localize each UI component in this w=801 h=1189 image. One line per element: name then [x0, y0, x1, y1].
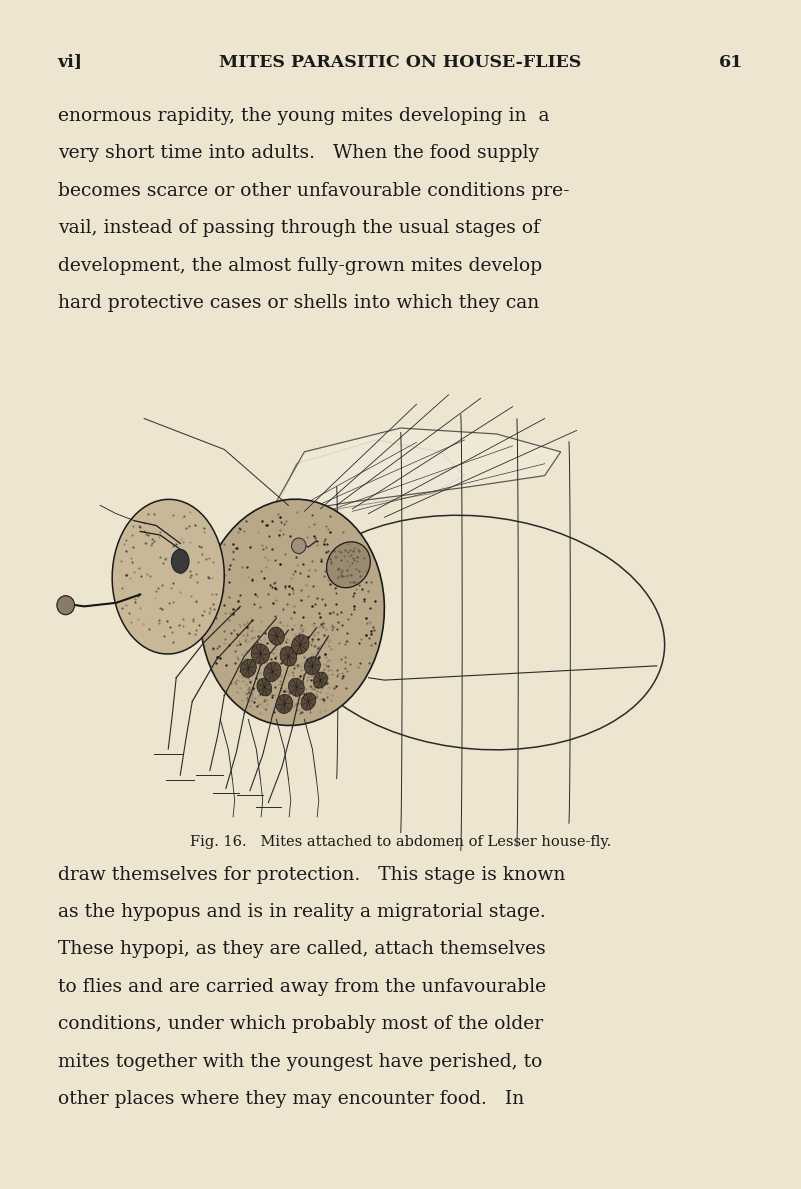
Text: enormous rapidity, the young mites developing in  a: enormous rapidity, the young mites devel…: [58, 107, 549, 125]
Polygon shape: [268, 440, 465, 526]
Ellipse shape: [288, 678, 304, 697]
Text: development, the almost fully-grown mites develop: development, the almost fully-grown mite…: [58, 257, 542, 275]
Text: becomes scarce or other unfavourable conditions pre-: becomes scarce or other unfavourable con…: [58, 182, 570, 200]
Text: to flies and are carried away from the unfavourable: to flies and are carried away from the u…: [58, 977, 545, 996]
Ellipse shape: [264, 662, 281, 681]
Text: very short time into adults.   When the food supply: very short time into adults. When the fo…: [58, 144, 539, 163]
Ellipse shape: [327, 542, 370, 587]
Ellipse shape: [288, 515, 665, 750]
Text: vi]: vi]: [58, 54, 83, 70]
Text: MITES PARASITIC ON HOUSE-FLIES: MITES PARASITIC ON HOUSE-FLIES: [219, 54, 582, 70]
Text: Fig. 16.   Mites attached to abdomen of Lesser house-fly.: Fig. 16. Mites attached to abdomen of Le…: [190, 835, 611, 849]
Ellipse shape: [292, 537, 306, 554]
Text: conditions, under which probably most of the older: conditions, under which probably most of…: [58, 1015, 543, 1033]
Text: hard protective cases or shells into which they can: hard protective cases or shells into whi…: [58, 294, 539, 313]
Ellipse shape: [252, 643, 269, 665]
Text: vail, instead of passing through the usual stages of: vail, instead of passing through the usu…: [58, 219, 540, 238]
Ellipse shape: [57, 596, 74, 615]
Ellipse shape: [240, 659, 256, 678]
Ellipse shape: [200, 499, 384, 725]
Ellipse shape: [313, 672, 328, 688]
Text: as the hypopus and is in reality a migratorial stage.: as the hypopus and is in reality a migra…: [58, 904, 545, 921]
Ellipse shape: [257, 679, 272, 696]
Text: draw themselves for protection.   This stage is known: draw themselves for protection. This sta…: [58, 866, 565, 883]
Ellipse shape: [280, 647, 296, 666]
Ellipse shape: [304, 656, 320, 675]
Ellipse shape: [112, 499, 224, 654]
Text: mites together with the youngest have perished, to: mites together with the youngest have pe…: [58, 1053, 542, 1071]
Ellipse shape: [268, 627, 284, 646]
Text: 61: 61: [719, 54, 743, 70]
Ellipse shape: [292, 635, 309, 654]
Text: These hypopi, as they are called, attach themselves: These hypopi, as they are called, attach…: [58, 940, 545, 958]
Text: other places where they may encounter food.   In: other places where they may encounter fo…: [58, 1090, 524, 1108]
Ellipse shape: [171, 549, 189, 573]
Ellipse shape: [276, 694, 292, 713]
Ellipse shape: [301, 693, 316, 710]
Polygon shape: [264, 428, 561, 523]
